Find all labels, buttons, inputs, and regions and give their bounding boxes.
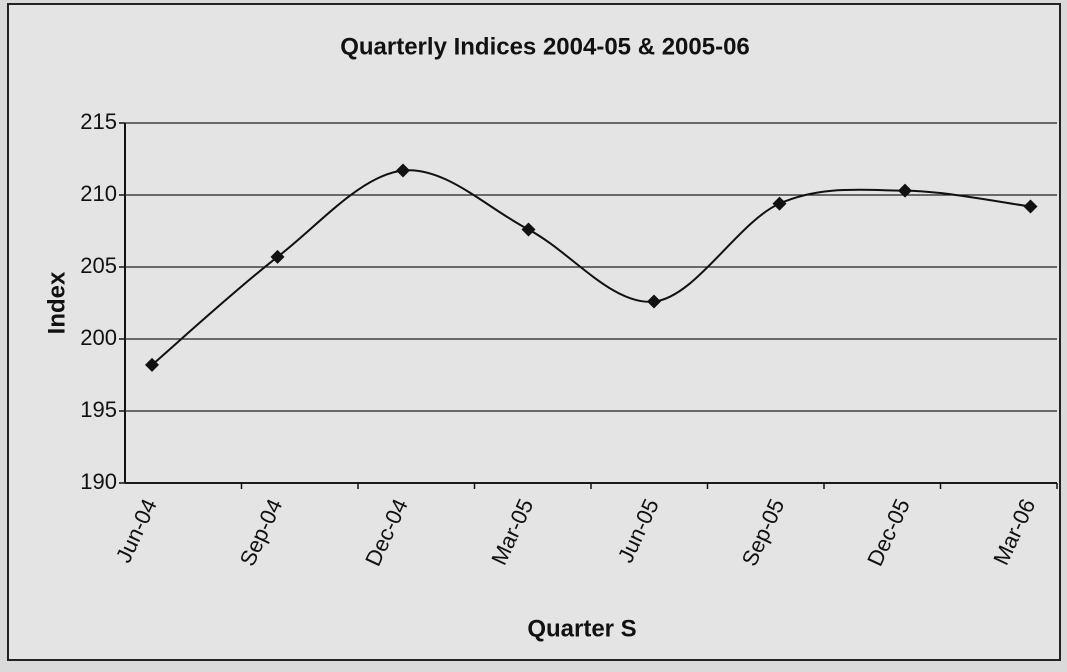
chart-frame — [7, 3, 1061, 661]
y-tick-label: 195 — [80, 397, 117, 422]
y-axis-label: Index — [43, 271, 70, 334]
y-tick-label: 205 — [80, 253, 117, 278]
data-point — [772, 196, 787, 211]
y-tick-label: 200 — [80, 325, 117, 350]
y-tick-label: 215 — [80, 109, 117, 134]
data-point — [270, 249, 285, 264]
data-point — [1023, 199, 1038, 214]
data-point — [647, 294, 661, 309]
chart-title: Quarterly Indices 2004-05 & 2005-06 — [340, 33, 750, 60]
data-point — [898, 183, 912, 198]
data-point — [521, 222, 536, 237]
data-point — [396, 163, 410, 178]
x-axis-label: Quarter S — [527, 615, 636, 642]
data-line — [151, 169, 1031, 366]
y-tick-label: 210 — [80, 181, 117, 206]
y-tick-label: 190 — [80, 469, 117, 494]
data-point — [145, 357, 159, 372]
